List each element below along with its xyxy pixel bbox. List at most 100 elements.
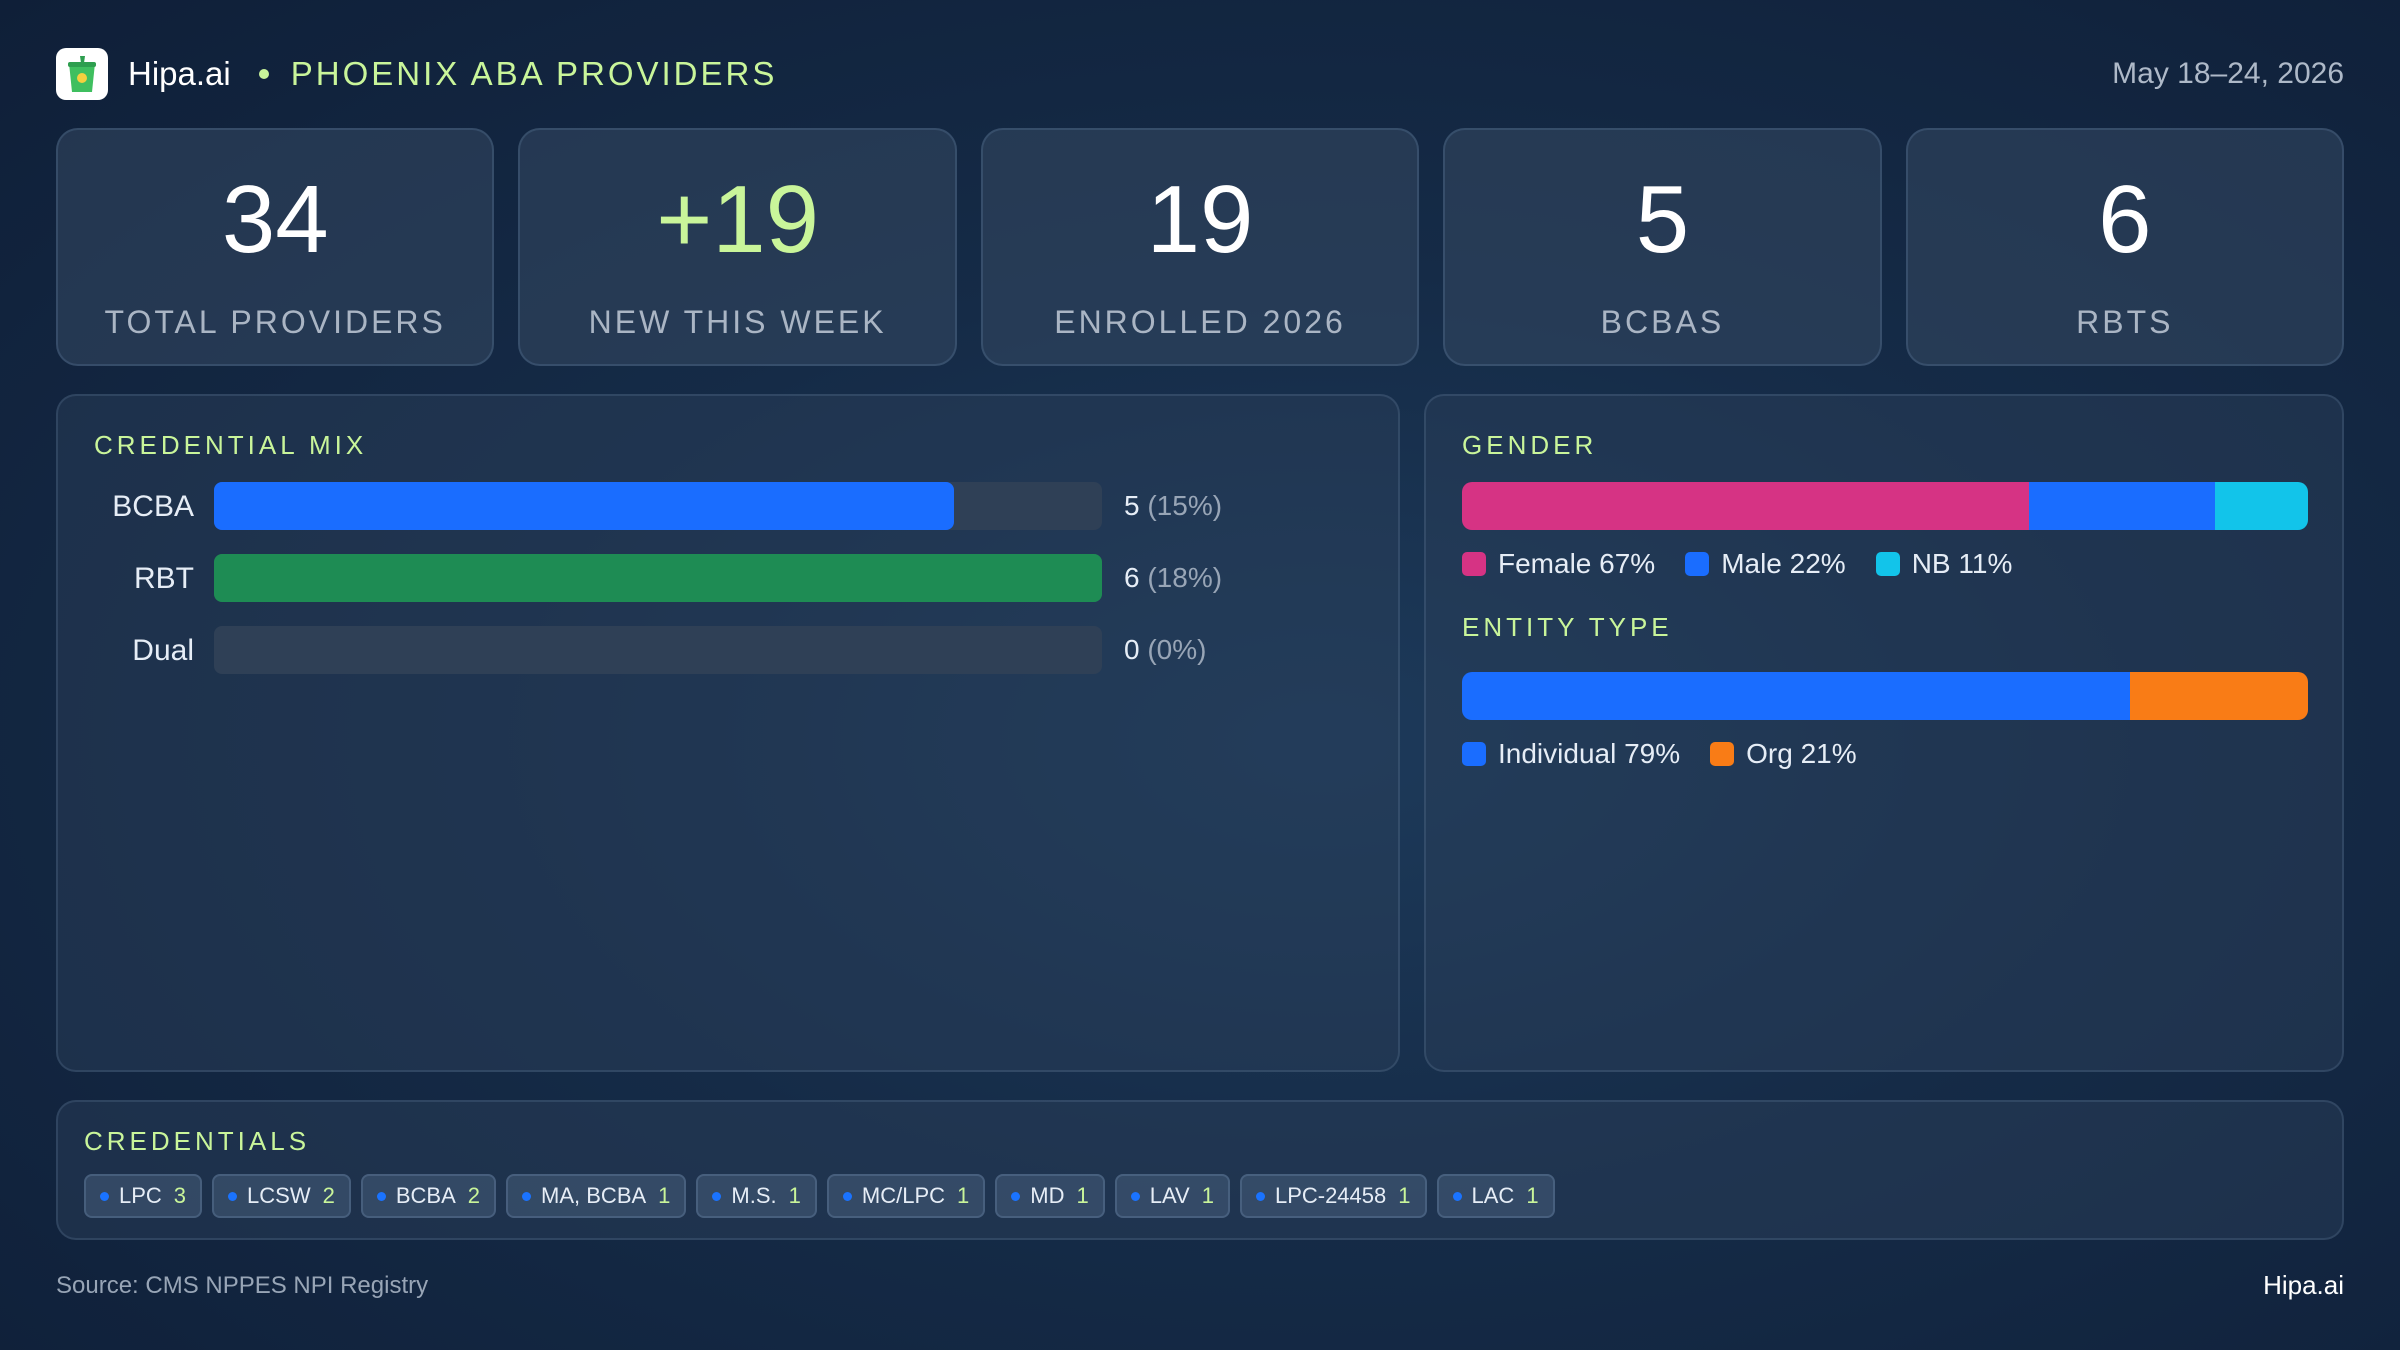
category-label: BCBA <box>112 490 194 523</box>
stat-cards: 34 TOTAL PROVIDERS +19 NEW THIS WEEK 19 … <box>56 128 2345 366</box>
bar-value: 5 <box>1124 490 1140 521</box>
date-range: May 18–24, 2026 <box>2112 57 2344 90</box>
stat-card-rbts: 6 RBTS <box>1905 128 2345 366</box>
chip-dot <box>1130 1191 1140 1201</box>
legend-swatch <box>1875 552 1900 576</box>
chip-dot <box>1011 1191 1021 1201</box>
value-label: 6 (18%) <box>1124 562 1222 594</box>
cup-icon <box>56 48 108 100</box>
brand-name: Hipa.ai <box>128 55 231 92</box>
credential-chip: LCSW 2 <box>212 1174 351 1218</box>
credential-chip: BCBA 2 <box>360 1174 497 1218</box>
credential-chip: LPC 3 <box>84 1174 203 1218</box>
panel-title: CREDENTIALS <box>84 1126 311 1156</box>
stat-card-new-this-week: +19 NEW THIS WEEK <box>518 128 957 366</box>
stat-value: 6 <box>2098 166 2152 273</box>
legend-label: Male 22% <box>1721 548 1846 579</box>
entity-stacked-bar <box>1462 672 2308 720</box>
chip-label: MC/LPC <box>861 1183 946 1208</box>
stacked-segment-female <box>1462 482 2029 530</box>
legend-item: NB 11% <box>1875 548 2012 580</box>
credentials-panel: CREDENTIALS LPC 3 LCSW 2 BCBA 2 MA, BCBA 1 M.S. 1… <box>56 1100 2344 1240</box>
bar-value: 0 <box>1124 634 1140 665</box>
chip-dot <box>842 1191 852 1201</box>
legend-swatch <box>1462 552 1486 576</box>
chip-count: 1 <box>1398 1183 1411 1208</box>
value-label: 0 (0%) <box>1124 634 1206 666</box>
legend-label: Org 21% <box>1746 738 1857 769</box>
stat-value: 34 <box>221 166 329 273</box>
legend-item: Male 22% <box>1685 548 1846 580</box>
chip-count: 2 <box>322 1183 335 1208</box>
chip-dot <box>1452 1191 1462 1201</box>
stat-label: TOTAL PROVIDERS <box>104 304 446 340</box>
stat-label: NEW THIS WEEK <box>588 304 887 340</box>
stat-value: 5 <box>1635 166 1690 273</box>
stat-label: BCBAS <box>1600 304 1725 340</box>
bar-percent: (15%) <box>1147 490 1223 521</box>
gender-stacked-bar <box>1462 482 2308 530</box>
chip-count: 2 <box>467 1183 481 1208</box>
credential-chip: LPC-24458 1 <box>1239 1174 1427 1218</box>
bar <box>214 554 1102 602</box>
bar-percent: (0%) <box>1147 634 1207 665</box>
chip-count: 1 <box>1526 1183 1539 1208</box>
chip-label: LAV <box>1149 1183 1190 1208</box>
stat-value: 19 <box>1146 166 1254 273</box>
stacked-segment-nb <box>2214 482 2308 530</box>
legend-swatch <box>1685 552 1710 576</box>
chip-dot <box>228 1191 238 1201</box>
credential-chip: LAC 1 <box>1436 1174 1555 1218</box>
bar-percent: (18%) <box>1147 562 1223 593</box>
stat-value: +19 <box>656 166 820 273</box>
stacked-segment-org <box>2130 672 2308 720</box>
header: Hipa.ai PHOENIX ABA PROVIDERS May 18–24,… <box>56 46 2344 102</box>
bar-row: RBT 6 (18%) <box>58 554 1398 602</box>
chip-label: LAC <box>1471 1183 1515 1208</box>
stat-label: RBTS <box>2076 304 2174 340</box>
page-title: PHOENIX ABA PROVIDERS <box>290 55 778 92</box>
panel-title: CREDENTIAL MIX <box>94 430 368 460</box>
demographics-panel: GENDER Female 67% Male 22% NB 11% ENTITY T… <box>1424 394 2344 1072</box>
bar-row: Dual 0 (0%) <box>58 626 1398 674</box>
chip-label: BCBA <box>395 1183 456 1208</box>
legend-swatch <box>1462 742 1486 766</box>
category-label: RBT <box>134 562 194 595</box>
stat-card-enrolled: 19 ENROLLED 2026 <box>980 128 1420 366</box>
legend-label: Female 67% <box>1498 548 1656 579</box>
entity-legend: Individual 79% Org 21% <box>1462 738 1857 770</box>
bar-track <box>214 482 1102 530</box>
stat-card-total-providers: 34 TOTAL PROVIDERS <box>56 128 495 366</box>
bar-row: BCBA 5 (15%) <box>58 482 1398 530</box>
chip-count: 1 <box>957 1183 970 1208</box>
chip-dot <box>1255 1191 1265 1201</box>
legend-swatch <box>1710 742 1735 766</box>
chip-label: MD <box>1030 1183 1065 1208</box>
chip-count: 1 <box>1076 1183 1089 1208</box>
panel-title: ENTITY TYPE <box>1462 612 1673 642</box>
chip-label: LPC-24458 <box>1274 1183 1387 1208</box>
chip-dot <box>100 1191 109 1201</box>
chip-dot <box>712 1191 722 1201</box>
chip-dot <box>376 1191 386 1201</box>
chip-label: LPC <box>119 1183 162 1208</box>
stacked-segment-individual <box>1462 672 2131 720</box>
bar <box>214 482 954 530</box>
source-note: Source: CMS NPPES NPI Registry <box>56 1272 429 1299</box>
panel-title: GENDER <box>1462 430 1598 460</box>
bar-track <box>214 554 1102 602</box>
footer-brand: Hipa.ai <box>2263 1270 2344 1300</box>
chip-dot <box>522 1191 532 1201</box>
legend-label: Individual 79% <box>1498 738 1681 769</box>
bar-track <box>214 626 1102 674</box>
bar-value: 6 <box>1124 562 1140 593</box>
chip-count: 1 <box>788 1183 801 1208</box>
legend-item: Individual 79% <box>1462 738 1680 770</box>
chip-count: 1 <box>658 1183 671 1208</box>
chip-label: MA, BCBA <box>541 1183 647 1208</box>
separator-dot <box>258 69 269 79</box>
credential-chip: LAV 1 <box>1114 1174 1230 1218</box>
chip-count: 1 <box>1201 1183 1214 1208</box>
credential-chip: MA, BCBA 1 <box>506 1174 687 1218</box>
credential-chip: M.S. 1 <box>696 1174 817 1218</box>
